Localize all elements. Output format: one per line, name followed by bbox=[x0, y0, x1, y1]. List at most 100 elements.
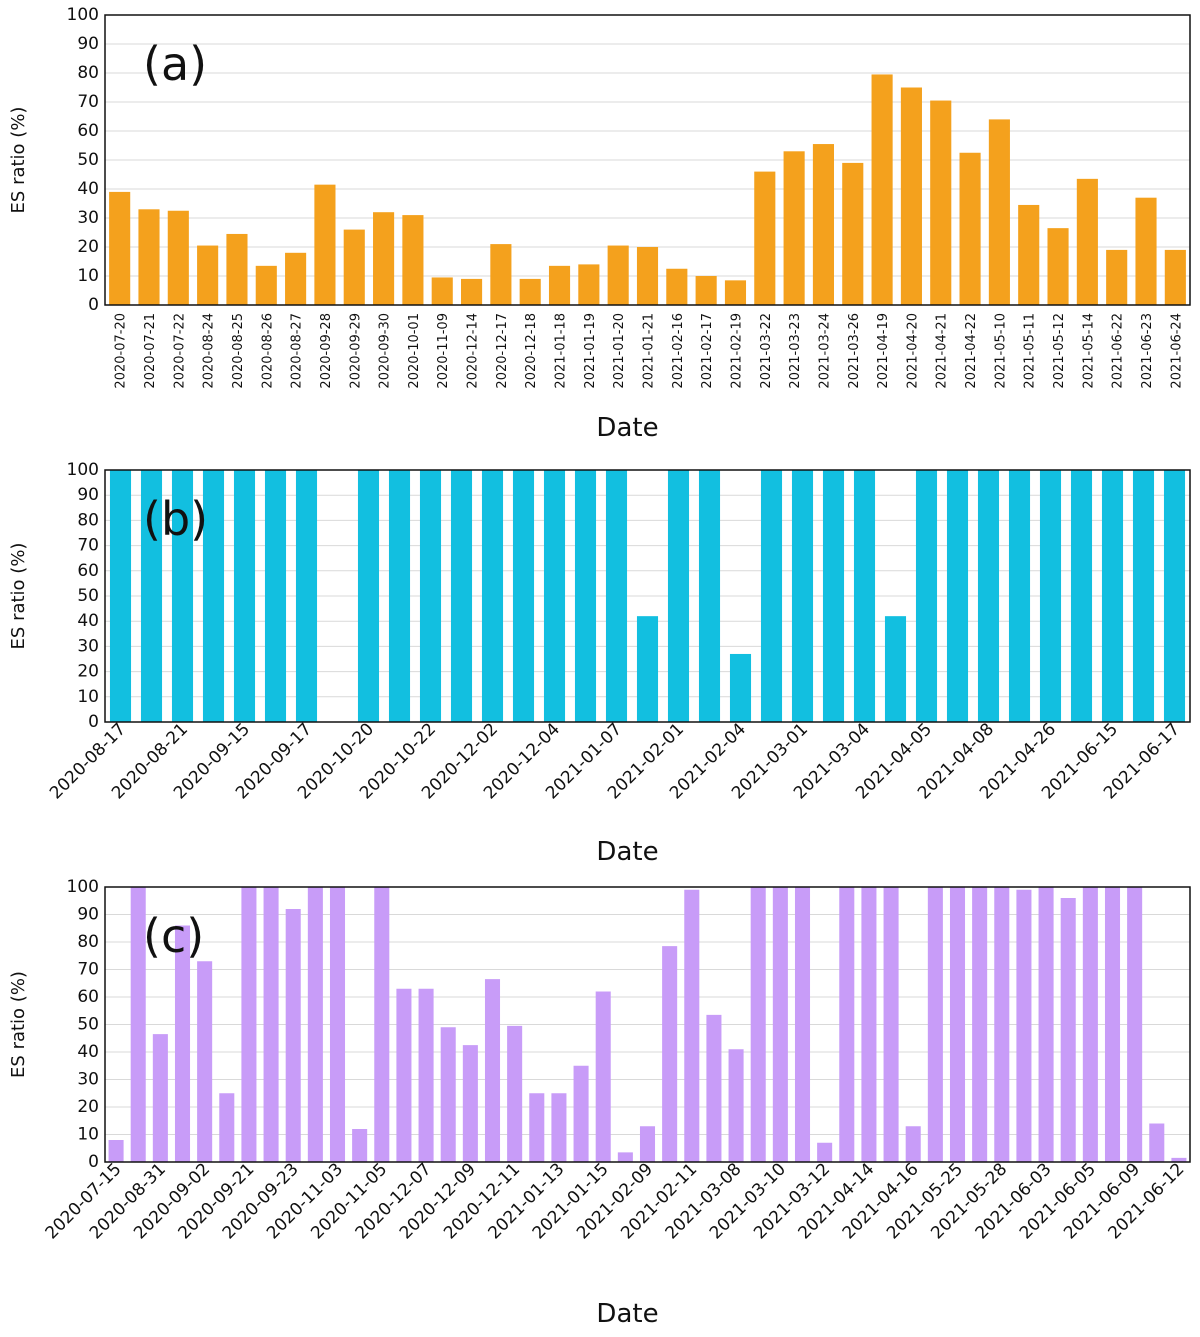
bar bbox=[750, 887, 766, 1162]
y-tick-label: 60 bbox=[77, 987, 99, 1007]
bar bbox=[1171, 1157, 1187, 1162]
y-tick-label: 90 bbox=[77, 34, 99, 54]
bar bbox=[695, 276, 717, 305]
x-tick-label: 2020-09-29 bbox=[348, 313, 363, 389]
bar bbox=[1164, 249, 1186, 305]
bar bbox=[343, 229, 365, 305]
x-tick-label: 2021-05-10 bbox=[993, 313, 1008, 389]
bar bbox=[754, 171, 776, 305]
y-tick-label: 50 bbox=[77, 150, 99, 170]
bar bbox=[419, 470, 442, 722]
bar bbox=[930, 100, 952, 305]
x-tick-label: 2021-03-26 bbox=[847, 313, 862, 389]
x-tick-label: 2020-08-26 bbox=[260, 313, 275, 389]
panel-label: (b) bbox=[143, 492, 208, 546]
x-tick-label: 2021-06-23 bbox=[1140, 313, 1155, 389]
bar bbox=[595, 991, 611, 1162]
x-tick-label: 2020-12-17 bbox=[495, 313, 510, 389]
x-tick-label: 2021-02-17 bbox=[700, 313, 715, 389]
bar bbox=[636, 247, 659, 305]
panel-label: (c) bbox=[143, 909, 204, 963]
bar bbox=[791, 470, 814, 722]
bar bbox=[662, 946, 678, 1162]
bar bbox=[573, 1065, 589, 1162]
y-tick-label: 20 bbox=[77, 662, 99, 682]
x-tick-label: 2021-02-16 bbox=[671, 313, 686, 389]
bar bbox=[402, 215, 424, 305]
y-tick-label: 50 bbox=[77, 1015, 99, 1035]
bar bbox=[460, 278, 483, 305]
bar bbox=[167, 210, 189, 305]
bar bbox=[241, 887, 257, 1162]
x-tick-label: 2020-12-14 bbox=[466, 313, 481, 389]
x-tick-label: 2021-03-24 bbox=[817, 313, 832, 389]
bar bbox=[233, 470, 256, 722]
y-axis-label: ES ratio (%) bbox=[8, 107, 29, 214]
bar bbox=[772, 887, 788, 1162]
bar bbox=[636, 616, 659, 722]
y-tick-label: 100 bbox=[67, 877, 99, 897]
bar bbox=[839, 887, 855, 1162]
bar bbox=[794, 887, 811, 1162]
x-tick-label: 2020-09-30 bbox=[378, 313, 393, 389]
x-tick-label: 2021-05-12 bbox=[1052, 313, 1067, 389]
bar bbox=[639, 1126, 656, 1162]
bar bbox=[171, 470, 194, 722]
bar bbox=[529, 1093, 545, 1162]
bar bbox=[1149, 1123, 1165, 1162]
y-axis-label: ES ratio (%) bbox=[8, 543, 29, 650]
bar bbox=[226, 233, 248, 305]
bar bbox=[871, 74, 893, 305]
y-tick-label: 20 bbox=[77, 237, 99, 257]
bar bbox=[140, 470, 163, 722]
plot-frame bbox=[104, 14, 1191, 306]
bar bbox=[698, 470, 721, 722]
bar bbox=[927, 887, 943, 1162]
x-tick-label: 2021-05-11 bbox=[1023, 313, 1038, 389]
y-tick-label: 0 bbox=[88, 295, 99, 315]
bar bbox=[152, 1034, 168, 1162]
y-tick-label: 70 bbox=[77, 92, 99, 112]
bar bbox=[783, 151, 805, 305]
bar bbox=[202, 470, 225, 722]
y-tick-label: 50 bbox=[77, 586, 99, 606]
bar bbox=[219, 1093, 235, 1162]
bar bbox=[138, 209, 160, 305]
y-tick-label: 20 bbox=[77, 1097, 99, 1117]
bar bbox=[512, 470, 535, 722]
bar bbox=[484, 979, 501, 1162]
bar bbox=[949, 887, 966, 1162]
x-tick-label: 2021-04-19 bbox=[876, 313, 891, 389]
bar bbox=[574, 470, 597, 722]
bar bbox=[174, 925, 191, 1162]
bar bbox=[295, 470, 318, 722]
bar bbox=[1132, 470, 1155, 722]
x-tick-label: 2021-03-22 bbox=[759, 313, 774, 389]
bar bbox=[507, 1025, 523, 1162]
y-tick-label: 70 bbox=[77, 960, 99, 980]
bar bbox=[1127, 887, 1143, 1162]
bar bbox=[884, 616, 907, 722]
x-tick-label: 2021-01-18 bbox=[554, 313, 569, 389]
x-tick-label: 2020-10-01 bbox=[407, 313, 422, 389]
bar bbox=[130, 887, 146, 1162]
y-axis-label: ES ratio (%) bbox=[8, 971, 29, 1078]
bar bbox=[946, 470, 969, 722]
x-tick-label: 2021-01-19 bbox=[583, 313, 598, 389]
bar bbox=[905, 1126, 921, 1162]
x-tick-label: 2020-07-22 bbox=[172, 313, 187, 389]
x-tick-label: 2021-03-23 bbox=[788, 313, 803, 389]
bar bbox=[729, 653, 752, 722]
bar bbox=[307, 887, 323, 1162]
bar bbox=[352, 1129, 368, 1162]
bar bbox=[418, 988, 434, 1162]
bar bbox=[263, 887, 279, 1162]
bar bbox=[329, 887, 346, 1162]
x-axis-label: Date bbox=[596, 413, 658, 443]
bar bbox=[605, 470, 628, 722]
bar bbox=[109, 191, 131, 305]
x-tick-label: 2021-02-19 bbox=[729, 313, 744, 389]
bar bbox=[861, 887, 877, 1162]
bar bbox=[440, 1027, 456, 1162]
bar bbox=[1106, 249, 1128, 305]
